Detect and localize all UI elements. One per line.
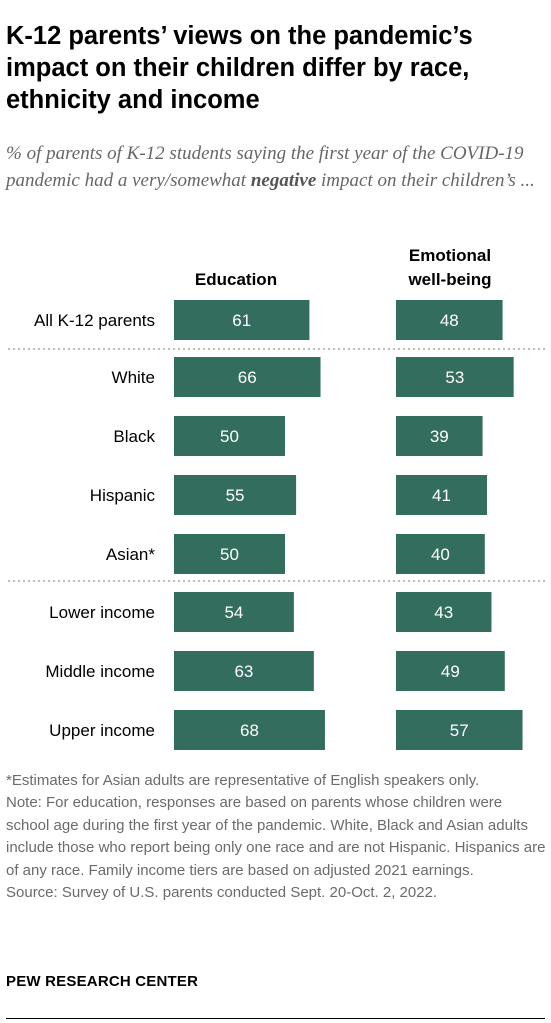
bottom-divider xyxy=(6,1018,545,1019)
chart-subtitle: % of parents of K-12 students saying the… xyxy=(6,140,546,194)
bar-value-education-black: 50 xyxy=(220,427,239,446)
bar-education-upper-income xyxy=(174,710,325,750)
bar-wellbeing-all-k-12-parents xyxy=(396,300,503,340)
column-header-wellbeing: Emotional well-being xyxy=(386,244,514,292)
footnote-note: Note: For education, responses are based… xyxy=(6,794,546,879)
bar-value-wellbeing-asian: 40 xyxy=(431,545,450,564)
bar-wellbeing-white xyxy=(396,357,514,397)
bar-education-asian xyxy=(174,534,285,574)
bar-education-lower-income xyxy=(174,592,294,632)
row-label-hispanic: Hispanic xyxy=(90,486,156,505)
footnotes: *Estimates for Asian adults are represen… xyxy=(6,770,546,904)
row-label-asian: Asian* xyxy=(106,545,156,564)
bar-wellbeing-lower-income xyxy=(396,592,492,632)
bar-education-black xyxy=(174,416,285,456)
row-label-black: Black xyxy=(113,427,155,446)
bar-wellbeing-middle-income xyxy=(396,651,505,691)
bar-chart: All K-12 parents 61 48 White 66 53 Black 50 39 Hi… xyxy=(8,300,546,750)
row-label-all-k-12-parents: All K-12 parents xyxy=(34,311,155,330)
bar-value-wellbeing-all-k-12-parents: 48 xyxy=(440,311,459,330)
subtitle-text-end: impact on their children’s ... xyxy=(316,170,535,191)
bar-value-education-middle-income: 63 xyxy=(234,662,253,681)
bar-value-wellbeing-middle-income: 49 xyxy=(441,662,460,681)
bar-value-wellbeing-upper-income: 57 xyxy=(450,721,469,740)
organization-name: PEW RESEARCH CENTER xyxy=(6,973,199,990)
bar-value-wellbeing-white: 53 xyxy=(445,368,464,387)
bar-value-education-all-k-12-parents: 61 xyxy=(232,311,251,330)
subtitle-highlight: negative xyxy=(250,170,317,191)
bar-value-education-upper-income: 68 xyxy=(240,721,259,740)
bar-education-all-k-12-parents xyxy=(174,300,310,340)
bar-education-hispanic xyxy=(174,475,297,515)
column-header-wellbeing-line2: well-being xyxy=(408,270,492,289)
bar-wellbeing-upper-income xyxy=(396,710,523,750)
chart-title: K-12 parents’ views on the pandemic’s im… xyxy=(6,22,473,114)
row-label-white: White xyxy=(112,368,155,387)
bar-value-education-white: 66 xyxy=(238,368,257,387)
row-label-lower-income: Lower income xyxy=(49,603,155,622)
subtitle-text-start: % of parents of K-12 students saying the… xyxy=(6,143,524,191)
bar-value-wellbeing-lower-income: 43 xyxy=(434,603,453,622)
bar-wellbeing-hispanic xyxy=(396,475,488,515)
row-label-upper-income: Upper income xyxy=(49,721,155,740)
bar-education-middle-income xyxy=(174,651,314,691)
footnote-source: Source: Survey of U.S. parents conducted… xyxy=(6,884,438,902)
column-header-wellbeing-line1: Emotional xyxy=(408,246,492,265)
bar-wellbeing-asian xyxy=(396,534,485,574)
bar-education-white xyxy=(174,357,321,397)
bar-value-education-hispanic: 55 xyxy=(226,486,245,505)
row-label-middle-income: Middle income xyxy=(45,662,155,681)
bar-value-education-asian: 50 xyxy=(220,545,239,564)
bar-value-wellbeing-black: 39 xyxy=(430,427,449,446)
bar-value-education-lower-income: 54 xyxy=(224,603,243,622)
bar-value-wellbeing-hispanic: 41 xyxy=(432,486,451,505)
column-header-education: Education xyxy=(194,270,278,289)
footnote-asterisk: *Estimates for Asian adults are represen… xyxy=(6,772,480,789)
bar-wellbeing-black xyxy=(396,416,483,456)
